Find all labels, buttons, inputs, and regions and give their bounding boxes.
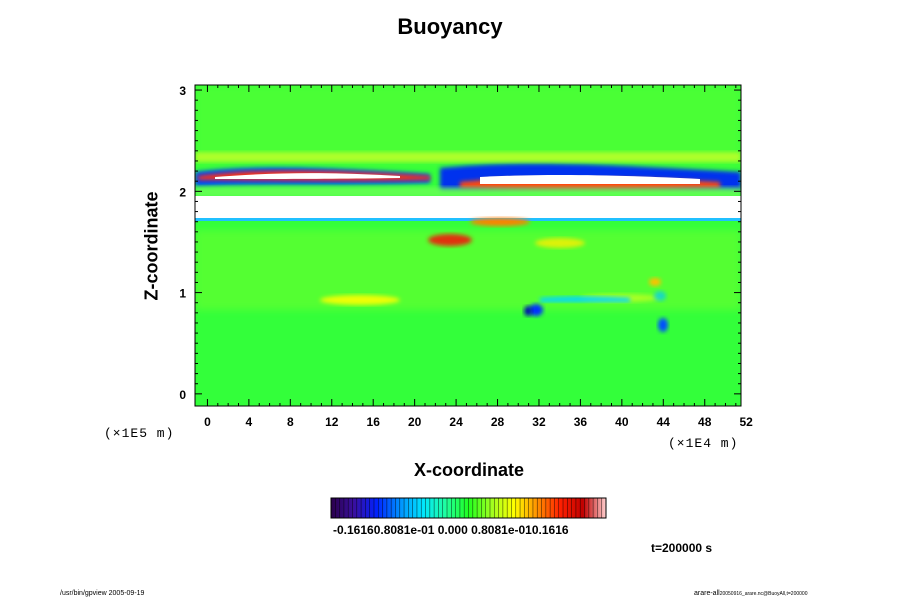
x-tick-label: 40 [615,415,629,429]
x-tick-label: 32 [532,415,546,429]
x-tick-label: 44 [657,415,671,429]
footer-source-main: arare-all [694,590,720,597]
footer-source: arare-all20050916_arare.nc@BuoyAll,t=200… [694,590,807,597]
colorbar [330,497,607,519]
field-area [195,85,741,406]
x-tick-label: 28 [491,415,505,429]
x-axis-unit: (×1E4 m) [668,436,739,451]
y-tick-label: 3 [179,84,186,98]
x-tick-label: 48 [698,415,712,429]
x-axis-label: X-coordinate [413,460,524,480]
x-tick-label: 52 [740,415,754,429]
x-tick-label: 8 [287,415,294,429]
x-tick-label: 36 [574,415,588,429]
y-tick-label: 2 [179,185,186,199]
x-tick-label: 20 [408,415,422,429]
x-tick-label: 16 [367,415,381,429]
y-axis-label: Z-coordinate [141,191,162,301]
x-tick-label: 4 [246,415,253,429]
y-tick-label: 1 [179,287,186,301]
missing-band [195,196,741,218]
y-tick-label: 0 [179,388,186,402]
x-tick-label: 0 [204,415,211,429]
colorbar-labels: -0.16160.8081e-01 0.000 0.8081e-010.1616 [333,523,569,537]
x-tick-label: 24 [449,415,463,429]
footer-command: /usr/bin/gpview 2005-09-19 [60,590,145,597]
chart-title: Buoyancy [397,14,503,39]
time-annotation: t=200000 s [651,541,713,555]
x-tick-label: 12 [325,415,339,429]
y-axis-unit: (×1E5 m) [104,426,175,441]
footer-source-sub: 20050916_arare.nc@BuoyAll,t=200000 [719,591,808,597]
plot-frame [194,84,742,407]
